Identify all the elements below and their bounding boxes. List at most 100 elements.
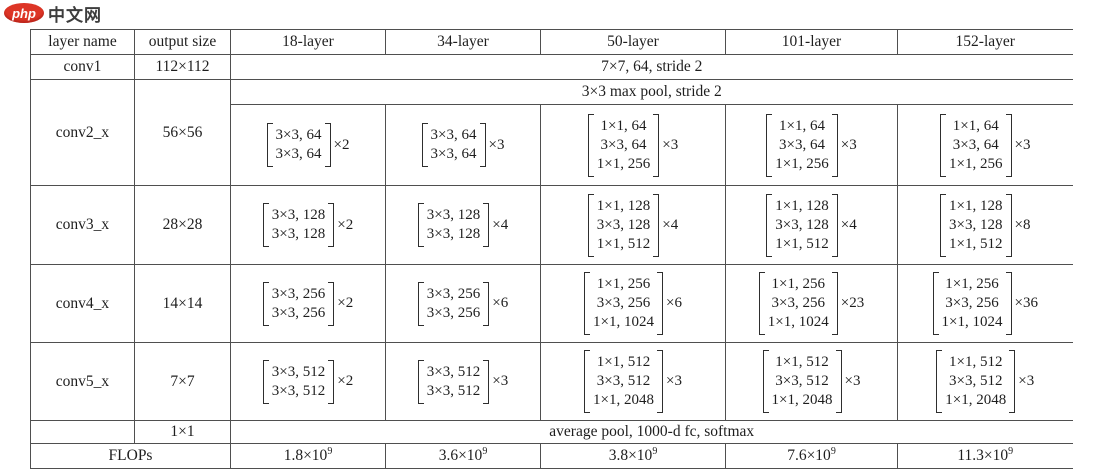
conv3-block-152: 1×1, 128 3×3, 128 1×1, 512 ×8 [900,193,1071,257]
conv-spec-line: 1×1, 512 [596,354,651,370]
bracket-block: 3×3, 128 3×3, 128 [417,203,490,247]
conv-spec-line: 3×3, 128 [426,226,481,242]
conv5-block-152: 1×1, 512 3×3, 512 1×1, 2048 ×3 [900,350,1071,413]
flops-101-layer: 7.6×109 [725,443,898,469]
conv-spec-line: 3×3, 128 [426,207,481,223]
bracket-block: 1×1, 256 3×3, 256 1×1, 1024 [584,272,663,335]
block-multiplier: ×4 [840,216,857,233]
avgpool-spec: average pool, 1000-d fc, softmax [230,420,1073,444]
conv3-block-101: 1×1, 128 3×3, 128 1×1, 512 ×4 [728,193,895,257]
conv5-block-18: 3×3, 512 3×3, 512 ×2 [233,359,383,404]
block-multiplier: ×4 [492,216,509,233]
bracket-block: 3×3, 512 3×3, 512 [262,359,335,404]
block-multiplier: ×23 [840,295,865,311]
conv3-output-size: 28×28 [134,185,231,265]
flops-label: FLOPs [30,443,231,469]
conv5-block-34: 3×3, 512 3×3, 512 ×3 [388,359,538,404]
conv3-name: conv3_x [30,185,135,265]
bracket-block: 3×3, 128 3×3, 128 [262,203,335,247]
bracket-block: 3×3, 64 3×3, 64 [266,123,331,167]
block-multiplier: ×2 [333,136,350,153]
conv-spec-line: 1×1, 64 [779,117,825,134]
conv-spec-line: 1×1, 1024 [941,314,1003,330]
block-multiplier: ×3 [1014,136,1031,153]
conv1-output-size: 112×112 [134,54,231,80]
conv-spec-line: 3×3, 256 [771,295,825,311]
block-multiplier: ×2 [337,216,354,233]
conv-spec-line: 1×1, 256 [775,155,829,172]
bracket-block: 3×3, 256 3×3, 256 [417,281,490,326]
conv-spec-line: 1×1, 2048 [593,392,654,408]
conv-spec-line: 3×3, 512 [596,373,651,389]
conv-spec-line: 1×1, 128 [775,197,829,214]
header-output-size: output size [134,29,231,55]
conv-spec-line: 3×3, 512 [426,363,481,380]
conv2-block-34: 3×3, 64 3×3, 64 ×3 [388,123,538,167]
block-multiplier: ×2 [337,295,354,311]
bracket-block: 1×1, 64 3×3, 64 1×1, 256 [940,113,1012,177]
flops-row: FLOPs 1.8×109 3.6×109 3.8×109 7.6×109 11… [30,443,1073,469]
conv-spec-line: 1×1, 64 [952,117,999,134]
bracket-block: 1×1, 256 3×3, 256 1×1, 1024 [758,272,838,335]
php-cn-logo: php 中文网 [4,2,102,26]
bracket-block: 1×1, 128 3×3, 128 1×1, 512 [587,193,660,257]
conv-spec-line: 1×1, 64 [600,117,647,134]
conv-spec-line: 3×3, 64 [600,136,647,153]
avgpool-row: 1×1 average pool, 1000-d fc, softmax [30,420,1073,444]
conv-spec-line: 1×1, 256 [771,276,825,292]
conv1-row: conv1 112×112 7×7, 64, stride 2 [30,54,1073,80]
conv-spec-line: 1×1, 128 [949,197,1003,214]
conv-spec-line: 3×3, 512 [426,382,481,399]
block-multiplier: ×3 [1018,373,1035,389]
conv-spec-line: 3×3, 128 [949,216,1003,233]
block-multiplier: ×4 [662,216,679,233]
conv-spec-line: 1×1, 1024 [767,314,829,330]
header-50-layer: 50-layer [540,29,726,55]
conv-spec-line: 3×3, 64 [275,146,322,162]
bracket-block: 3×3, 64 3×3, 64 [421,123,486,167]
conv-spec-line: 1×1, 2048 [945,392,1007,408]
conv-spec-line: 1×1, 512 [949,354,1003,370]
conv-spec-line: 3×3, 128 [271,207,326,223]
logo-site-name: 中文网 [48,5,102,26]
conv-spec-line: 1×1, 512 [596,235,651,252]
flops-50-layer: 3.8×109 [540,443,726,469]
header-row: layer name output size 18-layer 34-layer… [30,29,1073,55]
block-multiplier: ×36 [1014,295,1038,311]
header-152-layer: 152-layer [897,29,1073,55]
conv2-block-101: 1×1, 64 3×3, 64 1×1, 256 ×3 [728,113,895,177]
conv5-block-50: 1×1, 512 3×3, 512 1×1, 2048 ×3 [543,350,723,413]
flops-18-layer: 1.8×109 [230,443,386,469]
conv5-name: conv5_x [30,342,135,421]
conv2-block-50: 1×1, 64 3×3, 64 1×1, 256 ×3 [543,113,723,177]
bracket-block: 3×3, 256 3×3, 256 [262,281,335,326]
block-multiplier: ×3 [844,373,861,389]
conv4-block-34: 3×3, 256 3×3, 256 ×6 [388,281,538,326]
header-layer-name: layer name [30,29,135,55]
conv-spec-line: 1×1, 256 [949,155,1003,172]
conv-spec-line: 3×3, 64 [430,127,477,143]
conv-spec-line: 1×1, 512 [949,235,1003,252]
conv-spec-line: 1×1, 2048 [771,392,833,408]
header-34-layer: 34-layer [385,29,541,55]
conv-spec-line: 3×3, 128 [775,216,829,233]
conv-spec-line: 3×3, 256 [596,295,651,311]
block-multiplier: ×2 [337,373,354,389]
conv-spec-line: 1×1, 256 [596,276,651,292]
conv-spec-line: 3×3, 256 [945,295,999,311]
avgpool-output-size: 1×1 [134,420,231,444]
conv1-spec: 7×7, 64, stride 2 [230,54,1073,80]
conv4-block-50: 1×1, 256 3×3, 256 1×1, 1024 ×6 [543,272,723,335]
conv-spec-line: 1×1, 256 [945,276,999,292]
header-18-layer: 18-layer [230,29,386,55]
conv5-block-101: 1×1, 512 3×3, 512 1×1, 2048 ×3 [728,350,895,413]
conv-spec-line: 1×1, 512 [775,235,829,252]
conv2-pool-row: conv2_x 56×56 3×3 max pool, stride 2 [30,79,1073,186]
flops-152-layer: 11.3×109 [897,443,1073,469]
conv-spec-line: 1×1, 512 [775,354,829,370]
conv-spec-line: 1×1, 128 [596,197,651,214]
resnet-architecture-table: layer name output size 18-layer 34-layer… [30,29,1073,469]
conv-spec-line: 3×3, 512 [271,382,326,399]
conv-spec-line: 3×3, 256 [271,285,326,302]
conv-spec-line: 3×3, 512 [775,373,829,389]
